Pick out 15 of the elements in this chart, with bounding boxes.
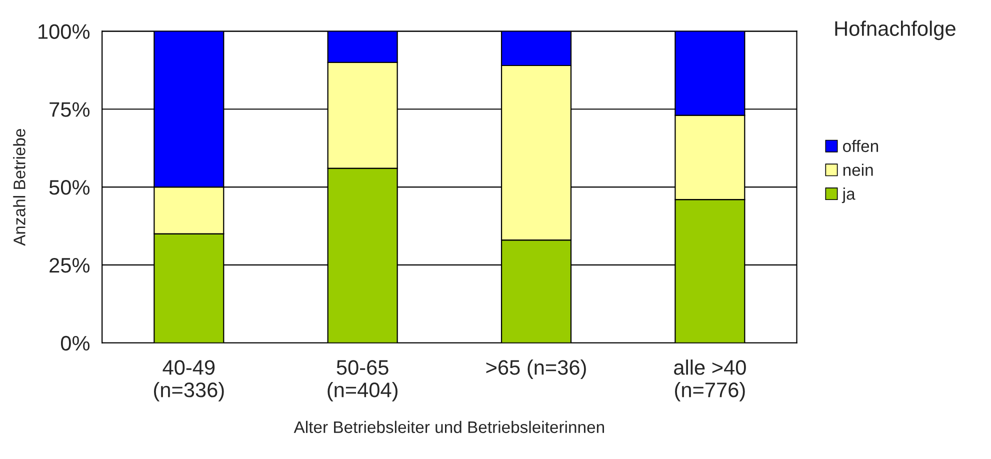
y-tick-label: 50%	[49, 180, 90, 195]
y-tick-label: 0%	[60, 336, 90, 351]
legend-label: offen	[843, 140, 878, 152]
y-tick-label: 25%	[50, 258, 90, 273]
y-tick-label: 75%	[50, 102, 90, 117]
legend-label: nein	[843, 164, 873, 176]
x-tick-label: >65 (n=36)	[486, 360, 586, 379]
y-axis-title: Anzahl Betriebe	[13, 128, 26, 246]
legend-title: Hofnachfolge	[835, 20, 956, 40]
x-axis-title: Alter Betriebsleiter und Betriebsleiterinnen	[294, 420, 604, 434]
x-tick-label: alle >40 (n=776)	[674, 360, 746, 402]
x-tick-label: 40-49 (n=336)	[154, 360, 224, 402]
y-tick-label: 100%	[38, 24, 90, 39]
x-tick-label: 50-65 (n=404)	[328, 360, 398, 402]
legend-label: ja	[842, 188, 856, 204]
